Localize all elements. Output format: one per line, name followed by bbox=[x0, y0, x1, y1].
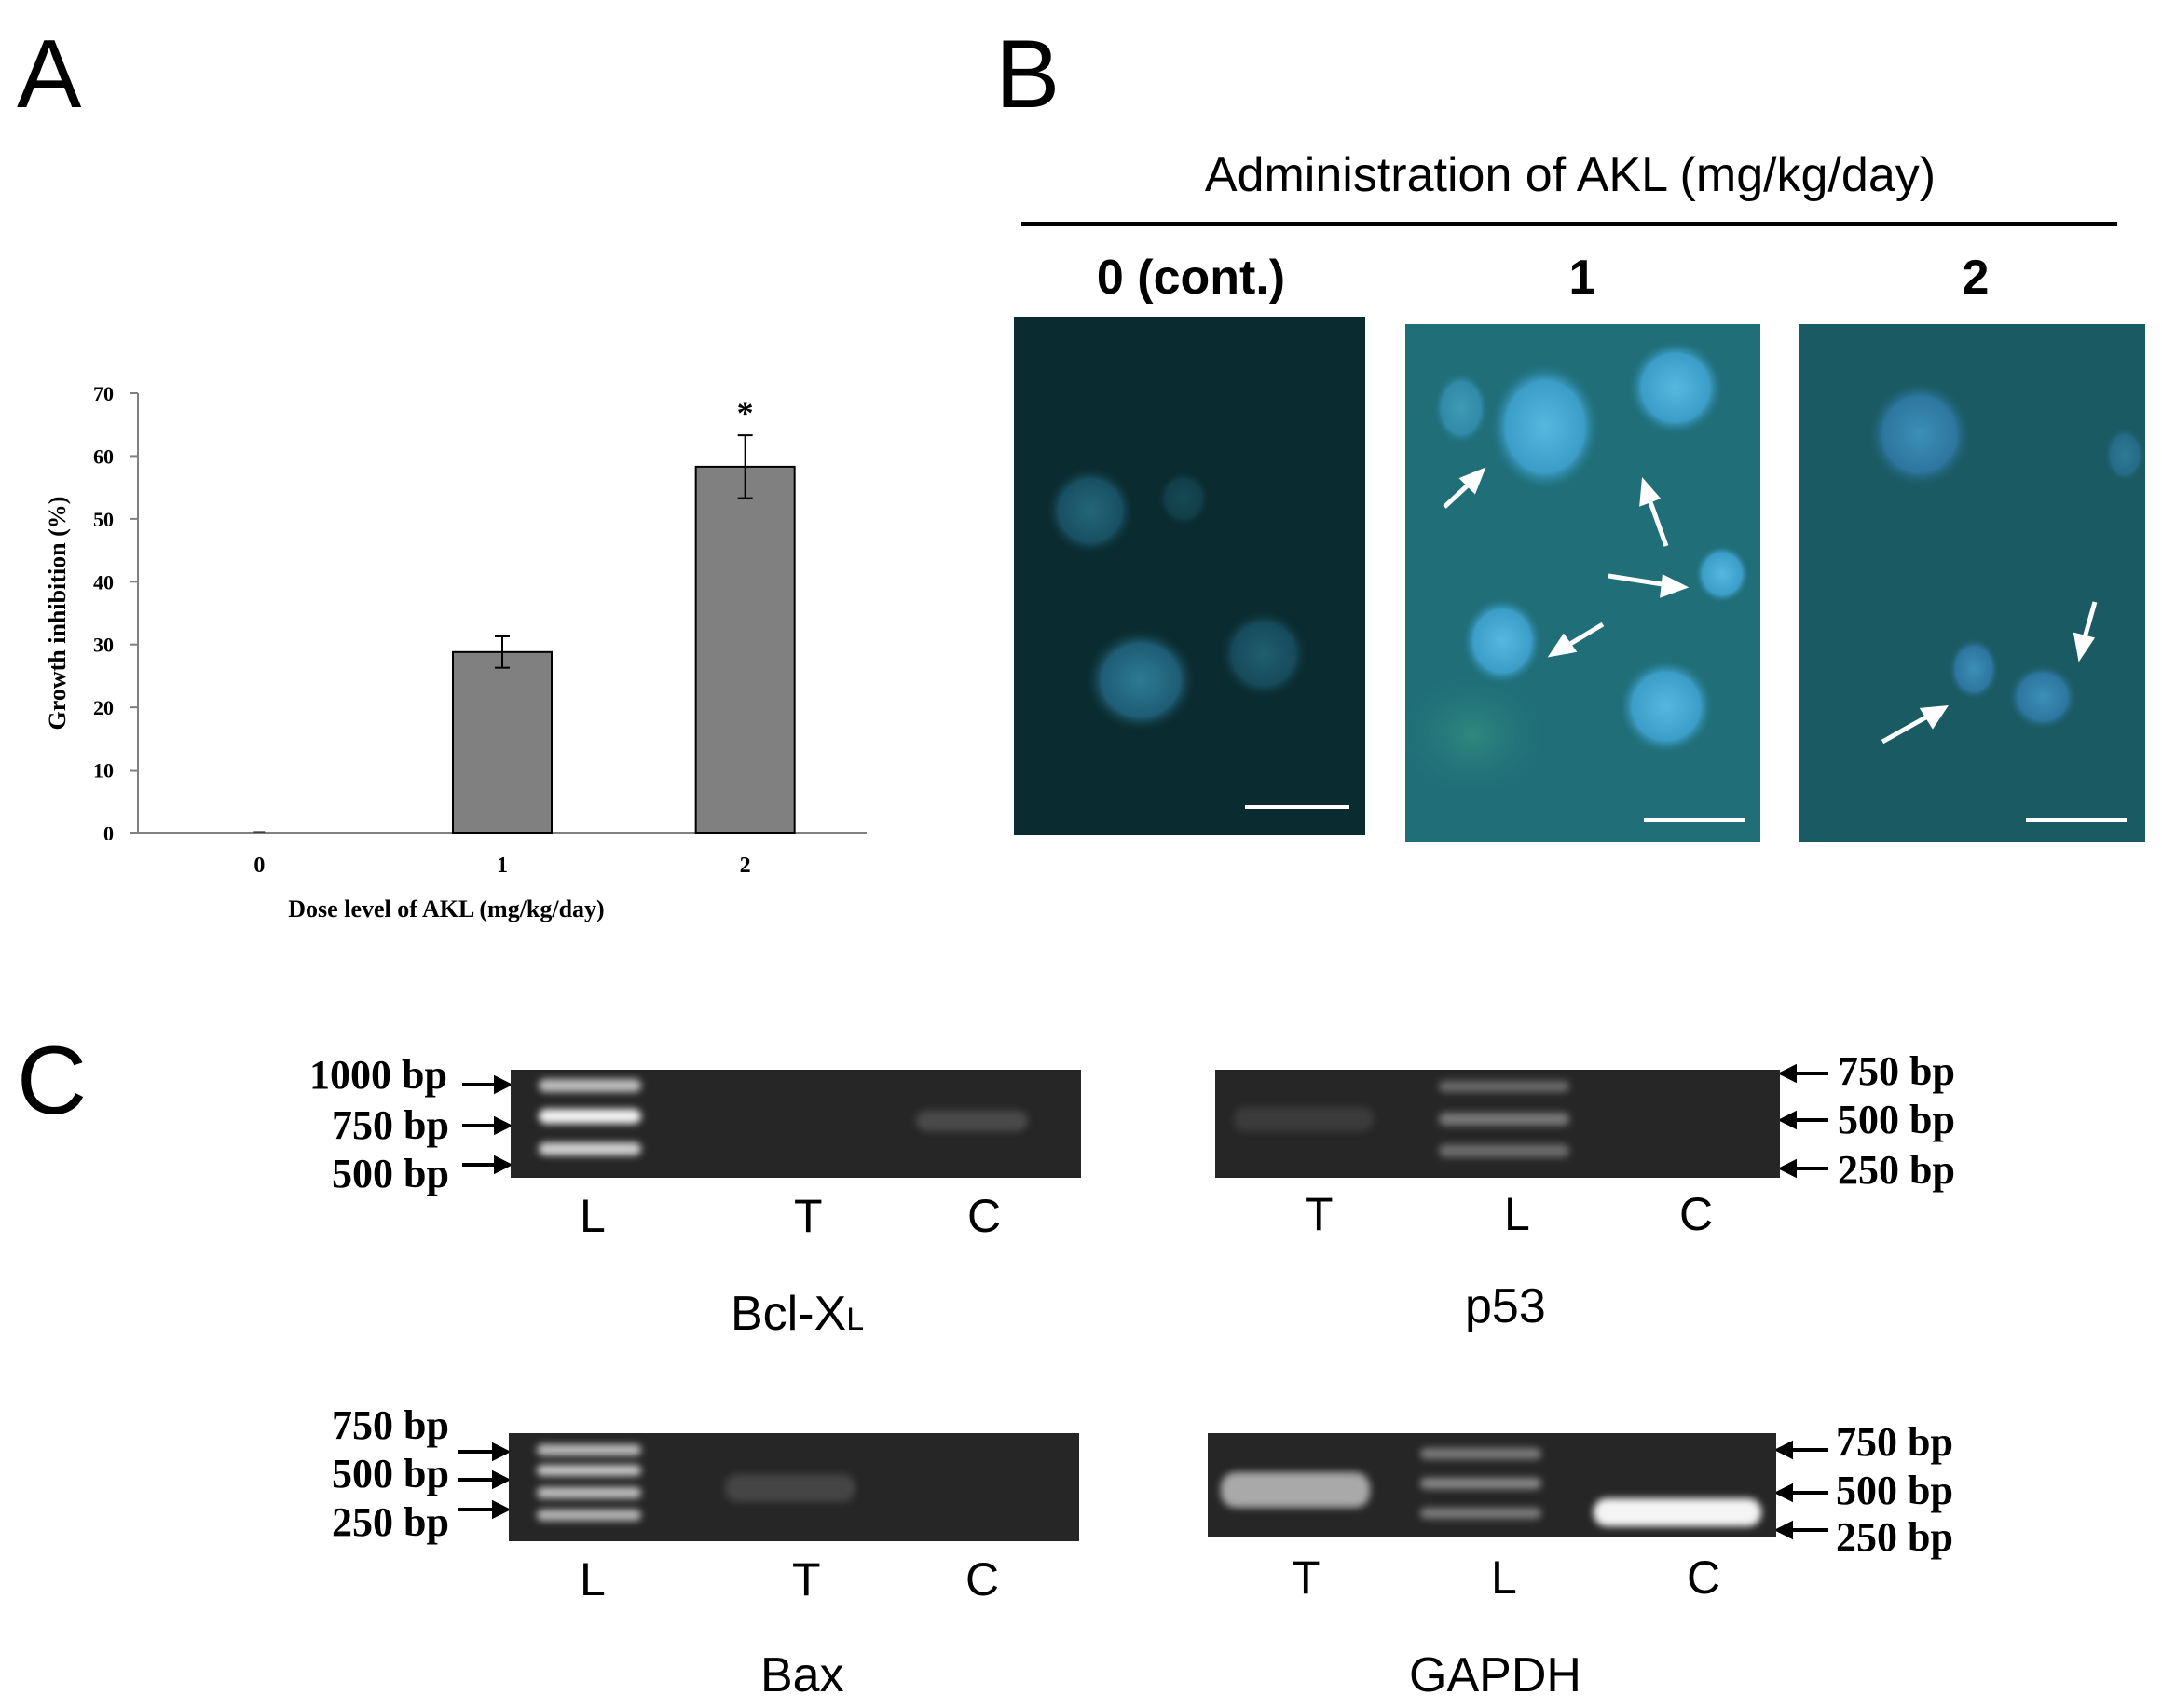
gel-bclxl-bands bbox=[539, 1079, 1028, 1155]
bax-lane-2: T bbox=[792, 1553, 821, 1606]
header-rule bbox=[1021, 222, 2117, 226]
gel-title-bclxl-subscript: L bbox=[846, 1302, 865, 1337]
p53-marker-250: 250 bp bbox=[1838, 1147, 1955, 1193]
p53-lane-3: C bbox=[1679, 1188, 1714, 1240]
p53-lane-2: L bbox=[1504, 1188, 1530, 1240]
background-glow bbox=[1405, 660, 1561, 809]
y-tick-label: 70 bbox=[93, 382, 114, 405]
gel-title-gapdh: GAPDH bbox=[1409, 1648, 1581, 1702]
bclxl-lane-3: C bbox=[967, 1190, 1002, 1242]
gapdh-marker-750: 750 bp bbox=[1836, 1419, 1953, 1465]
gapdh-lane-2: L bbox=[1491, 1551, 1517, 1604]
micrograph-dose-2-image bbox=[1868, 380, 2145, 822]
y-axis-label: Growth inhibition (%) bbox=[44, 497, 71, 731]
gel-bax bbox=[509, 1433, 1079, 1541]
group-label-dose-2: 2 bbox=[1962, 251, 1990, 305]
bar-chart: 0 10 20 30 40 50 60 70 0 1 * 2 Dose level of AKL (mg… bbox=[44, 382, 867, 922]
micrograph-dose-1 bbox=[1405, 324, 1760, 842]
y-tick-label: 0 bbox=[103, 822, 114, 845]
gapdh-marker-250: 250 bp bbox=[1836, 1514, 1953, 1560]
p53-marker-500: 500 bp bbox=[1838, 1097, 1955, 1142]
significance-marker: * bbox=[737, 394, 754, 431]
bax-marker-arrows bbox=[458, 1442, 509, 1520]
panel-b-letter: B bbox=[995, 20, 1060, 129]
nucleus bbox=[1157, 471, 1210, 526]
y-tick-label: 30 bbox=[93, 634, 114, 657]
bax-marker-750: 750 bp bbox=[332, 1402, 449, 1448]
micrograph-header: Administration of AKL (mg/kg/day) bbox=[1204, 148, 1936, 202]
gapdh-marker-500: 500 bp bbox=[1836, 1468, 1953, 1513]
gel-gapdh-bands bbox=[1221, 1448, 1761, 1526]
nucleus bbox=[1694, 544, 1750, 604]
panel-a-letter: A bbox=[17, 20, 82, 129]
bclxl-marker-arrows bbox=[462, 1074, 511, 1174]
nucleus bbox=[1868, 380, 1972, 488]
x-axis-label: Dose level of AKL (mg/kg/day) bbox=[288, 895, 604, 922]
y-tick-label: 10 bbox=[93, 759, 114, 783]
bax-marker-250: 250 bp bbox=[332, 1499, 449, 1545]
nucleus bbox=[1948, 637, 2000, 701]
gel-title-bclxl: Bcl-XL bbox=[731, 1286, 864, 1342]
bclxl-marker-500: 500 bp bbox=[332, 1151, 449, 1196]
y-tick-label: 20 bbox=[93, 696, 114, 719]
nucleus bbox=[1433, 371, 1489, 445]
bclxl-lane-1: L bbox=[580, 1190, 606, 1242]
scale-bar bbox=[1644, 818, 1745, 822]
bclxl-marker-750: 750 bp bbox=[332, 1102, 449, 1148]
gel-title-bclxl-main: Bcl-X bbox=[731, 1287, 847, 1341]
scale-bar bbox=[1245, 805, 1349, 809]
bclxl-marker-1000: 1000 bp bbox=[309, 1052, 447, 1098]
gel-gapdh bbox=[1208, 1433, 1776, 1537]
y-tick-label: 60 bbox=[93, 444, 114, 468]
gel-title-bax: Bax bbox=[760, 1648, 844, 1702]
nucleus bbox=[1046, 466, 1135, 555]
bar bbox=[452, 650, 553, 835]
gel-p53-bands bbox=[1234, 1081, 1569, 1157]
micrograph-dose-2 bbox=[1799, 324, 2145, 842]
x-tick-label: 2 bbox=[740, 854, 751, 878]
y-tick-label: 50 bbox=[93, 508, 114, 531]
p53-lane-1: T bbox=[1305, 1188, 1334, 1240]
nucleus bbox=[1489, 362, 1601, 492]
nucleus bbox=[1627, 339, 1724, 436]
nucleus bbox=[2104, 427, 2145, 483]
y-tick-label: 40 bbox=[93, 570, 114, 594]
gapdh-marker-arrows bbox=[1776, 1440, 1828, 1540]
gapdh-lane-1: T bbox=[1292, 1551, 1320, 1604]
bar bbox=[694, 465, 796, 835]
nucleus bbox=[1618, 658, 1715, 755]
micrograph-control bbox=[1014, 317, 1365, 835]
panel-c-letter: C bbox=[17, 1027, 88, 1135]
nucleus bbox=[1219, 609, 1308, 699]
gapdh-lane-3: C bbox=[1687, 1551, 1721, 1604]
x-tick-label: 1 bbox=[497, 854, 508, 878]
nucleus bbox=[2007, 663, 2078, 731]
bclxl-lane-2: T bbox=[794, 1190, 823, 1242]
group-label-dose-1: 1 bbox=[1568, 251, 1596, 305]
gel-bclxl bbox=[511, 1070, 1081, 1178]
bax-lane-3: C bbox=[965, 1553, 1000, 1606]
x-tick-label: 0 bbox=[253, 854, 265, 878]
p53-marker-arrows bbox=[1780, 1064, 1828, 1179]
micrograph-control-image bbox=[1046, 466, 1349, 809]
bax-lane-1: L bbox=[580, 1553, 606, 1606]
nucleus bbox=[1085, 628, 1197, 732]
group-label-control: 0 (cont.) bbox=[1096, 251, 1286, 305]
gel-title-p53: p53 bbox=[1465, 1279, 1546, 1333]
p53-marker-750: 750 bp bbox=[1838, 1048, 1955, 1094]
micrograph-dose-1-image bbox=[1405, 339, 1750, 822]
gel-p53 bbox=[1215, 1070, 1780, 1178]
arrows bbox=[1443, 467, 1690, 658]
arrows bbox=[1881, 601, 2098, 745]
scale-bar bbox=[2026, 818, 2127, 822]
nucleus bbox=[1461, 596, 1543, 686]
bax-marker-500: 500 bp bbox=[332, 1451, 449, 1496]
gel-bax-bands bbox=[537, 1444, 855, 1521]
